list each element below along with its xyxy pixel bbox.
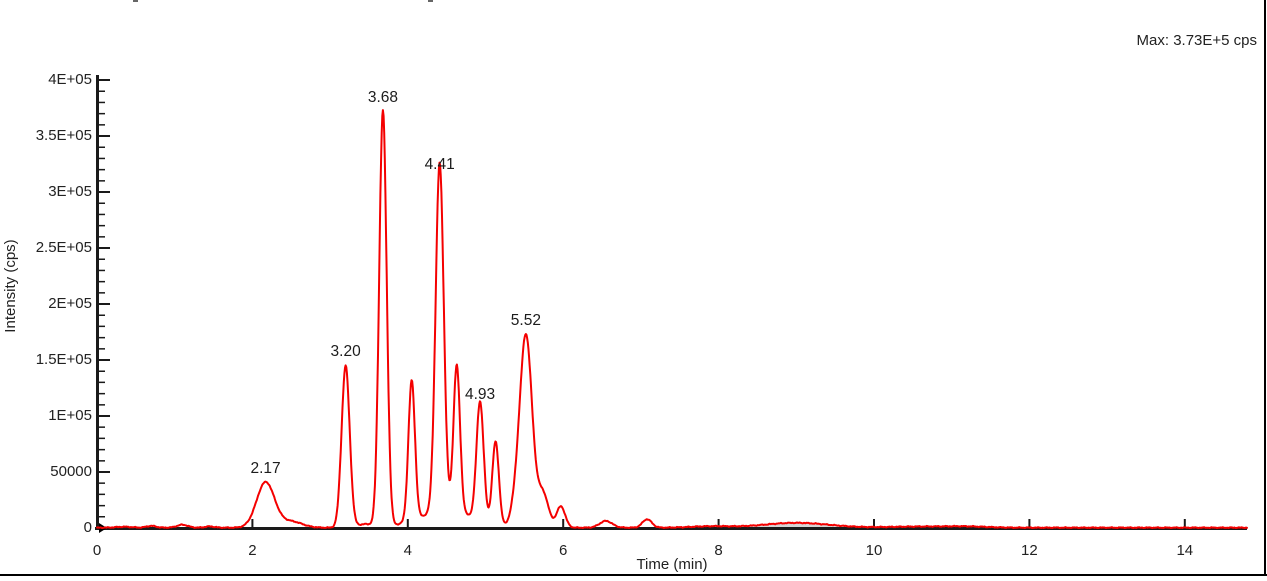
y-tick-label: 4E+05 bbox=[48, 71, 92, 88]
clipped-text-artifact bbox=[428, 0, 433, 2]
y-major-tick bbox=[99, 135, 110, 137]
peak-retention-time-label: 4.41 bbox=[424, 156, 455, 174]
x-tick-label: 6 bbox=[559, 542, 568, 559]
y-minor-tick bbox=[99, 504, 105, 507]
peak-retention-time-label: 5.52 bbox=[510, 312, 541, 330]
clipped-text-artifact bbox=[133, 0, 138, 2]
chromatogram-trace bbox=[96, 109, 1248, 529]
y-minor-tick bbox=[99, 325, 105, 328]
x-tick-label: 10 bbox=[865, 542, 883, 559]
y-major-tick bbox=[99, 471, 110, 473]
y-tick-label: 3.5E+05 bbox=[35, 127, 92, 144]
y-tick-label: 2.5E+05 bbox=[35, 239, 92, 256]
y-minor-tick bbox=[99, 213, 105, 216]
peak-retention-time-label: 3.68 bbox=[367, 88, 398, 106]
y-minor-tick bbox=[99, 381, 105, 384]
y-minor-tick bbox=[99, 90, 105, 92]
x-major-tick bbox=[562, 519, 565, 528]
y-minor-tick bbox=[99, 460, 105, 462]
y-tick-label: 1.5E+05 bbox=[35, 351, 92, 368]
window-border-bottom bbox=[0, 574, 1267, 576]
y-minor-tick bbox=[99, 124, 105, 126]
x-tick-label: 12 bbox=[1021, 542, 1038, 559]
x-tick-label: 4 bbox=[403, 542, 412, 559]
y-tick-label: 0 bbox=[83, 519, 92, 536]
y-minor-tick bbox=[99, 516, 105, 518]
y-minor-tick bbox=[99, 157, 105, 160]
y-tick-label: 50000 bbox=[50, 463, 92, 480]
y-minor-tick bbox=[99, 370, 105, 372]
x-tick-label: 0 bbox=[92, 542, 102, 559]
y-minor-tick bbox=[99, 236, 105, 238]
x-axis-title: Time (min) bbox=[636, 556, 708, 573]
y-major-tick bbox=[99, 247, 110, 249]
y-minor-tick bbox=[99, 101, 105, 104]
y-major-tick bbox=[99, 359, 110, 361]
y-minor-tick bbox=[99, 448, 105, 451]
y-minor-tick bbox=[99, 112, 105, 115]
x-major-tick bbox=[717, 519, 720, 528]
y-major-tick bbox=[99, 191, 110, 193]
y-tick-label: 2E+05 bbox=[48, 295, 92, 312]
x-major-tick bbox=[1183, 519, 1186, 528]
y-axis-line bbox=[96, 75, 99, 530]
peak-retention-time-label: 3.20 bbox=[330, 343, 361, 361]
y-minor-tick bbox=[99, 269, 105, 272]
y-minor-tick bbox=[99, 426, 105, 428]
y-minor-tick bbox=[99, 292, 105, 294]
y-minor-tick bbox=[99, 168, 105, 171]
y-major-tick bbox=[99, 415, 110, 417]
y-minor-tick bbox=[99, 348, 105, 350]
y-minor-tick bbox=[99, 404, 105, 406]
y-minor-tick bbox=[99, 280, 105, 283]
x-major-tick bbox=[873, 519, 875, 528]
max-intensity-annotation: Max: 3.73E+5 cps bbox=[1136, 32, 1257, 49]
peak-retention-time-label: 4.93 bbox=[464, 386, 496, 404]
y-tick-label: 1E+05 bbox=[48, 407, 92, 424]
x-tick-label: 14 bbox=[1176, 542, 1194, 559]
x-major-tick bbox=[251, 519, 254, 528]
y-minor-tick bbox=[99, 224, 105, 227]
x-major-tick bbox=[96, 519, 98, 528]
y-minor-tick bbox=[99, 493, 105, 496]
y-tick-label: 3E+05 bbox=[48, 183, 92, 200]
y-major-tick bbox=[99, 79, 110, 81]
y-major-tick bbox=[99, 303, 110, 305]
y-minor-tick bbox=[99, 258, 105, 260]
y-minor-tick bbox=[99, 482, 105, 484]
x-tick-label: 8 bbox=[714, 542, 723, 559]
peak-retention-time-label: 2.17 bbox=[250, 459, 281, 477]
y-minor-tick bbox=[99, 336, 105, 339]
y-minor-tick bbox=[99, 314, 105, 316]
x-major-tick bbox=[1028, 519, 1031, 528]
x-major-tick bbox=[406, 519, 409, 528]
x-tick-label: 2 bbox=[248, 542, 257, 559]
y-minor-tick bbox=[99, 202, 105, 204]
y-minor-tick bbox=[99, 392, 105, 395]
y-minor-tick bbox=[99, 180, 105, 182]
window-border-right bbox=[1264, 0, 1266, 576]
y-axis-title: Intensity (cps) bbox=[2, 239, 19, 333]
y-minor-tick bbox=[99, 146, 105, 148]
y-minor-tick bbox=[99, 437, 105, 440]
